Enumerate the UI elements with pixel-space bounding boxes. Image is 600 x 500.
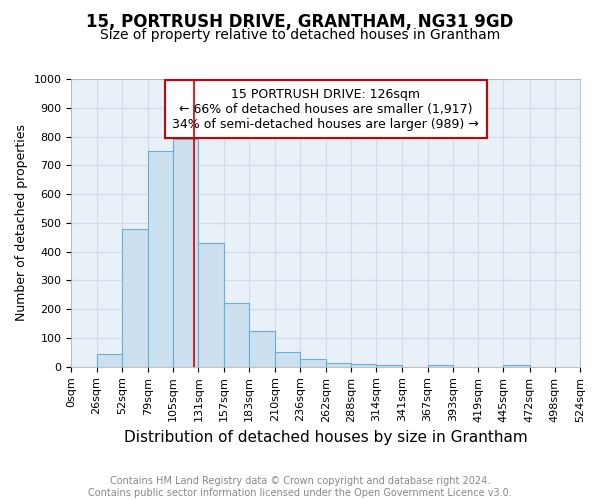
Bar [199,243,224,367]
Bar [326,362,351,367]
Bar [249,331,275,367]
Text: 15, PORTRUSH DRIVE, GRANTHAM, NG31 9GD: 15, PORTRUSH DRIVE, GRANTHAM, NG31 9GD [86,12,514,30]
Bar [122,228,148,367]
Bar [97,354,122,367]
Bar [275,352,301,367]
Text: Size of property relative to detached houses in Grantham: Size of property relative to detached ho… [100,28,500,42]
Bar [376,364,403,367]
X-axis label: Distribution of detached houses by size in Grantham: Distribution of detached houses by size … [124,430,527,445]
Text: Contains HM Land Registry data © Crown copyright and database right 2024.
Contai: Contains HM Land Registry data © Crown c… [88,476,512,498]
Text: 15 PORTRUSH DRIVE: 126sqm
← 66% of detached houses are smaller (1,917)
34% of se: 15 PORTRUSH DRIVE: 126sqm ← 66% of detac… [172,88,479,130]
Bar [428,364,453,367]
Bar [503,364,530,367]
Bar [148,151,173,367]
Bar [301,359,326,367]
Bar [351,364,376,367]
Bar [224,304,249,367]
Bar [173,140,199,367]
Y-axis label: Number of detached properties: Number of detached properties [15,124,28,322]
